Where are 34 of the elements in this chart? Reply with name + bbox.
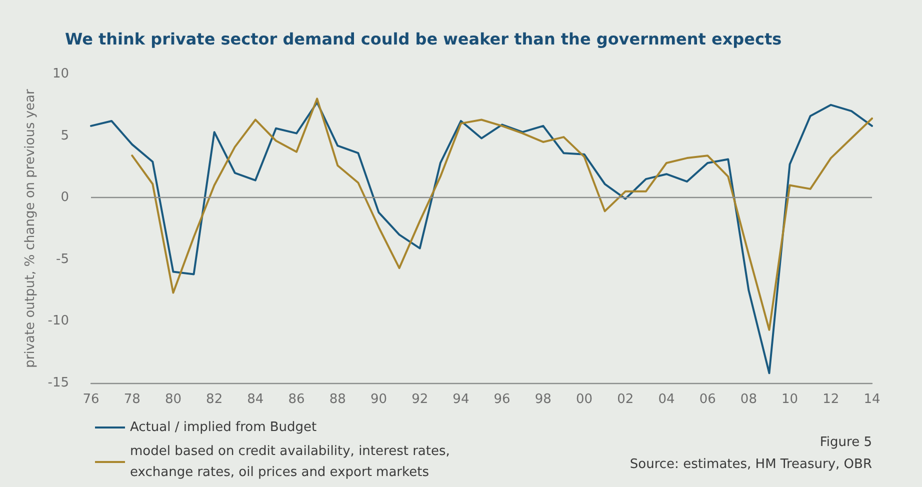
y-tick-label: -15 bbox=[48, 376, 69, 390]
x-tick-label: 90 bbox=[370, 392, 388, 407]
line-series bbox=[90, 101, 873, 374]
x-tick-label: 04 bbox=[658, 392, 675, 407]
x-tick-label: 00 bbox=[576, 392, 593, 407]
x-tick-label: 76 bbox=[82, 392, 100, 407]
y-tick-label: 0 bbox=[60, 190, 69, 206]
x-tick-label: 86 bbox=[288, 392, 305, 407]
chart-title: We think private sector demand could be weaker than the government expects bbox=[65, 30, 782, 48]
x-tick-label: 84 bbox=[247, 392, 264, 407]
x-tick-label: 88 bbox=[329, 392, 346, 407]
x-tick-label: 78 bbox=[124, 392, 140, 407]
line-series bbox=[131, 98, 873, 331]
legend-label: Actual / implied from Budget bbox=[130, 420, 317, 435]
x-tick-label: 98 bbox=[534, 392, 552, 407]
x-tick-label: 96 bbox=[494, 392, 510, 407]
source-note: Source: estimates, HM Treasury, OBR bbox=[630, 457, 872, 472]
y-tick-label: -5 bbox=[56, 252, 69, 267]
x-tick-label: 12 bbox=[822, 392, 840, 407]
x-tick-label: 14 bbox=[864, 392, 880, 407]
y-axis-title: private output, % change on previous year bbox=[22, 88, 38, 368]
x-tick-label: 02 bbox=[617, 392, 634, 407]
y-tick-label: -10 bbox=[48, 314, 69, 329]
x-tick-label: 10 bbox=[782, 392, 798, 407]
x-tick-label: 92 bbox=[412, 392, 428, 407]
x-tick-label: 06 bbox=[699, 392, 716, 407]
x-tick-label: 82 bbox=[206, 392, 223, 407]
legend-label: model based on credit availability, interest rates, exchange rates, oil prices and export markets bbox=[130, 444, 454, 480]
caption: Figure 5 bbox=[820, 435, 872, 450]
x-tick-label: 08 bbox=[740, 392, 757, 407]
x-tick-label: 80 bbox=[164, 392, 182, 407]
x-tick-label: 94 bbox=[452, 392, 470, 407]
y-tick-label: 5 bbox=[60, 128, 69, 144]
y-tick-label: 10 bbox=[52, 66, 69, 82]
